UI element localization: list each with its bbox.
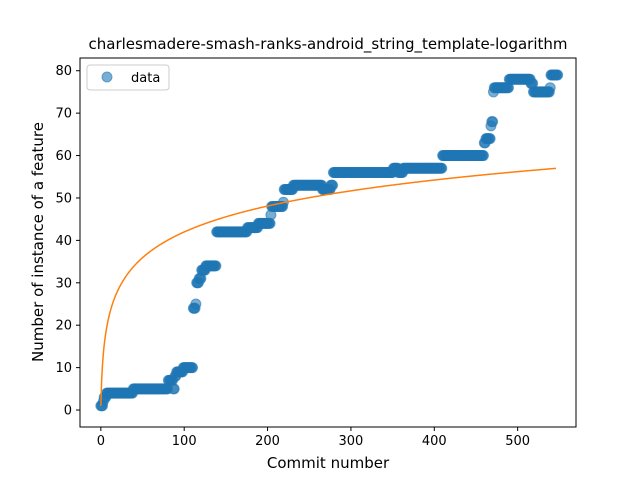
scatter-series <box>95 69 564 412</box>
y-axis-ticks: 0 10 20 30 40 50 60 70 80 <box>55 64 80 419</box>
fit-series <box>100 167 557 406</box>
y-tick-label: 70 <box>55 107 72 122</box>
plot-frame <box>79 57 577 428</box>
legend: data <box>86 64 170 91</box>
x-tick-label: 0 <box>97 434 105 449</box>
y-axis-label: Number of instance of a feature <box>29 122 47 362</box>
y-tick-label: 10 <box>55 361 72 376</box>
data-point <box>484 133 496 145</box>
y-tick-label: 80 <box>55 64 72 79</box>
y-tick-label: 0 <box>64 404 72 419</box>
x-tick-label: 300 <box>339 434 364 449</box>
legend-box <box>86 64 170 91</box>
legend-marker-data <box>101 71 113 83</box>
x-axis-ticks: 0 100 200 300 400 500 <box>97 427 530 449</box>
y-tick-label: 50 <box>55 191 72 206</box>
data-point <box>190 298 202 310</box>
data-point <box>552 69 564 81</box>
data-point <box>477 150 489 162</box>
data-point <box>210 260 222 272</box>
data-point <box>187 362 199 374</box>
legend-label-data: data <box>131 71 160 86</box>
data-point <box>168 383 180 395</box>
x-axis-label: Commit number <box>267 454 390 472</box>
x-tick-label: 400 <box>422 434 447 449</box>
y-tick-label: 60 <box>55 149 72 164</box>
y-tick-label: 40 <box>55 234 72 249</box>
y-tick-label: 20 <box>55 319 72 334</box>
data-point <box>327 179 339 191</box>
x-tick-label: 100 <box>172 434 197 449</box>
data-point <box>487 116 499 128</box>
x-tick-label: 200 <box>255 434 280 449</box>
chart-title: charlesmadere-smash-ranks-android_string… <box>89 35 568 54</box>
fit-line <box>100 167 557 406</box>
y-tick-label: 30 <box>55 276 72 291</box>
data-point <box>436 162 448 174</box>
plot-area <box>80 58 576 427</box>
x-tick-label: 500 <box>505 434 530 449</box>
data-point <box>544 82 556 94</box>
